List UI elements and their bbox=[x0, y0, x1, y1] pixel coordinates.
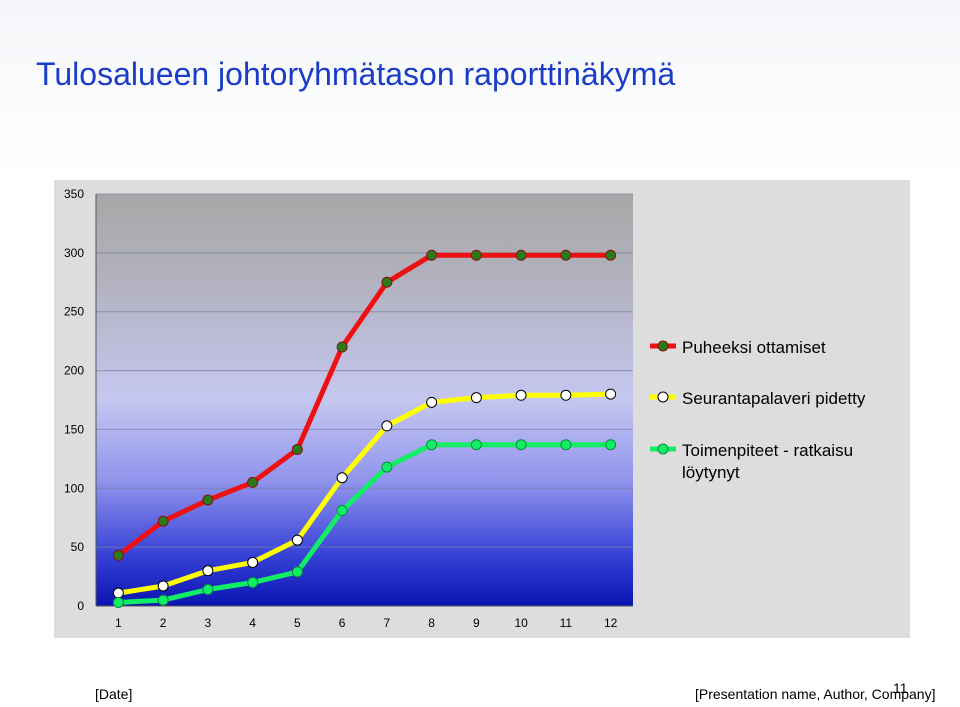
series-2-point-6 bbox=[336, 472, 348, 484]
x-tick-label-1: 1 bbox=[115, 616, 122, 630]
series-line-3 bbox=[115, 442, 614, 605]
series-line-2 bbox=[115, 391, 614, 596]
series-3-point-7 bbox=[381, 461, 393, 473]
x-tick-label-5: 5 bbox=[294, 616, 301, 630]
series-2-point-8 bbox=[426, 396, 438, 408]
legend-label-toimenpiteet-line-2: löytynyt bbox=[682, 463, 740, 482]
legend-marker-yellow bbox=[657, 391, 669, 403]
series-1-point-9 bbox=[470, 249, 482, 261]
y-tick-label-250: 250 bbox=[64, 305, 84, 319]
footer-presentation: [Presentation name, Author, Company] bbox=[695, 686, 936, 702]
axes bbox=[95, 194, 633, 607]
series-1-point-1 bbox=[112, 549, 124, 561]
page-number: 11 bbox=[893, 680, 908, 696]
legend-item-puheeksi: Puheeksi ottamiset bbox=[650, 338, 826, 357]
series-2-point-7 bbox=[381, 420, 393, 432]
x-tick-label-7: 7 bbox=[384, 616, 391, 630]
legend-item-seuranta: Seurantapalaveri pidetty bbox=[650, 389, 866, 408]
series-1-point-8 bbox=[426, 249, 438, 261]
x-tick-label-4: 4 bbox=[249, 616, 256, 630]
x-tick-label-12: 12 bbox=[604, 616, 618, 630]
series-3-point-10 bbox=[515, 439, 527, 451]
series-3-point-9 bbox=[470, 439, 482, 451]
legend-marker-red bbox=[657, 340, 669, 352]
legend-label-puheeksi: Puheeksi ottamiset bbox=[682, 338, 826, 357]
series-2-point-3 bbox=[202, 565, 214, 577]
legend-marker-green bbox=[657, 443, 669, 455]
footer-date: [Date] bbox=[95, 686, 133, 702]
slide-background bbox=[0, 0, 960, 180]
series-markers bbox=[112, 249, 617, 608]
x-tick-label-11: 11 bbox=[560, 616, 573, 630]
x-tick-label-9: 9 bbox=[473, 616, 480, 630]
x-tick-label-2: 2 bbox=[160, 616, 167, 630]
y-tick-label-100: 100 bbox=[64, 481, 84, 495]
series-3-point-4 bbox=[247, 576, 259, 588]
series-2-point-5 bbox=[291, 534, 303, 546]
series-line-1 bbox=[115, 252, 614, 558]
legend-item-toimenpiteet: Toimenpiteet - ratkaisu löytynyt bbox=[650, 441, 853, 482]
legend-label-seuranta: Seurantapalaveri pidetty bbox=[682, 389, 866, 408]
x-tick-label-8: 8 bbox=[428, 616, 435, 630]
series-1-point-6 bbox=[336, 341, 348, 353]
series-1-point-4 bbox=[247, 476, 259, 488]
x-tick-labels: 1 2 3 4 5 6 7 8 9 10 11 12 bbox=[115, 616, 618, 630]
series-2-point-10 bbox=[515, 389, 527, 401]
series-2-point-11 bbox=[560, 389, 572, 401]
y-tick-label-300: 300 bbox=[64, 246, 84, 260]
series-3-point-12 bbox=[605, 439, 617, 451]
y-tick-label-0: 0 bbox=[77, 599, 84, 613]
y-tick-label-50: 50 bbox=[71, 540, 85, 554]
series-3-point-8 bbox=[426, 439, 438, 451]
series-3-point-6 bbox=[336, 505, 348, 517]
series-1-point-5 bbox=[291, 443, 303, 455]
series-lines bbox=[115, 252, 614, 605]
x-tick-label-3: 3 bbox=[205, 616, 212, 630]
series-2-point-12 bbox=[605, 388, 617, 400]
series-1-point-12 bbox=[605, 249, 617, 261]
series-2-point-4 bbox=[247, 556, 259, 568]
series-1-point-11 bbox=[560, 249, 572, 261]
series-2-point-2 bbox=[157, 580, 169, 592]
series-1-point-3 bbox=[202, 494, 214, 506]
plot-area bbox=[96, 194, 633, 606]
series-3-point-1 bbox=[112, 596, 124, 608]
series-1-point-7 bbox=[381, 276, 393, 288]
series-3-point-11 bbox=[560, 439, 572, 451]
y-tick-label-350: 350 bbox=[64, 187, 84, 201]
y-tick-label-150: 150 bbox=[64, 422, 84, 436]
x-tick-label-6: 6 bbox=[339, 616, 346, 630]
series-3-point-3 bbox=[202, 584, 214, 596]
x-tick-label-10: 10 bbox=[514, 616, 528, 630]
slide-title: Tulosalueen johtoryhmätason raporttinäky… bbox=[36, 56, 676, 92]
legend-label-toimenpiteet: Toimenpiteet - ratkaisu löytynyt bbox=[682, 441, 853, 482]
y-tick-label-200: 200 bbox=[64, 364, 84, 378]
series-1-point-10 bbox=[515, 249, 527, 261]
series-1-point-2 bbox=[157, 515, 169, 527]
legend-label-toimenpiteet-line-1: Toimenpiteet - ratkaisu bbox=[682, 441, 853, 460]
series-2-point-9 bbox=[470, 392, 482, 404]
series-3-point-2 bbox=[157, 594, 169, 606]
y-tick-labels: 0 50 100 150 200 250 300 350 bbox=[64, 187, 84, 613]
series-2-point-1 bbox=[112, 587, 124, 599]
legend: Puheeksi ottamiset Seurantapalaveri pide… bbox=[650, 338, 866, 482]
series-3-point-5 bbox=[291, 566, 303, 578]
